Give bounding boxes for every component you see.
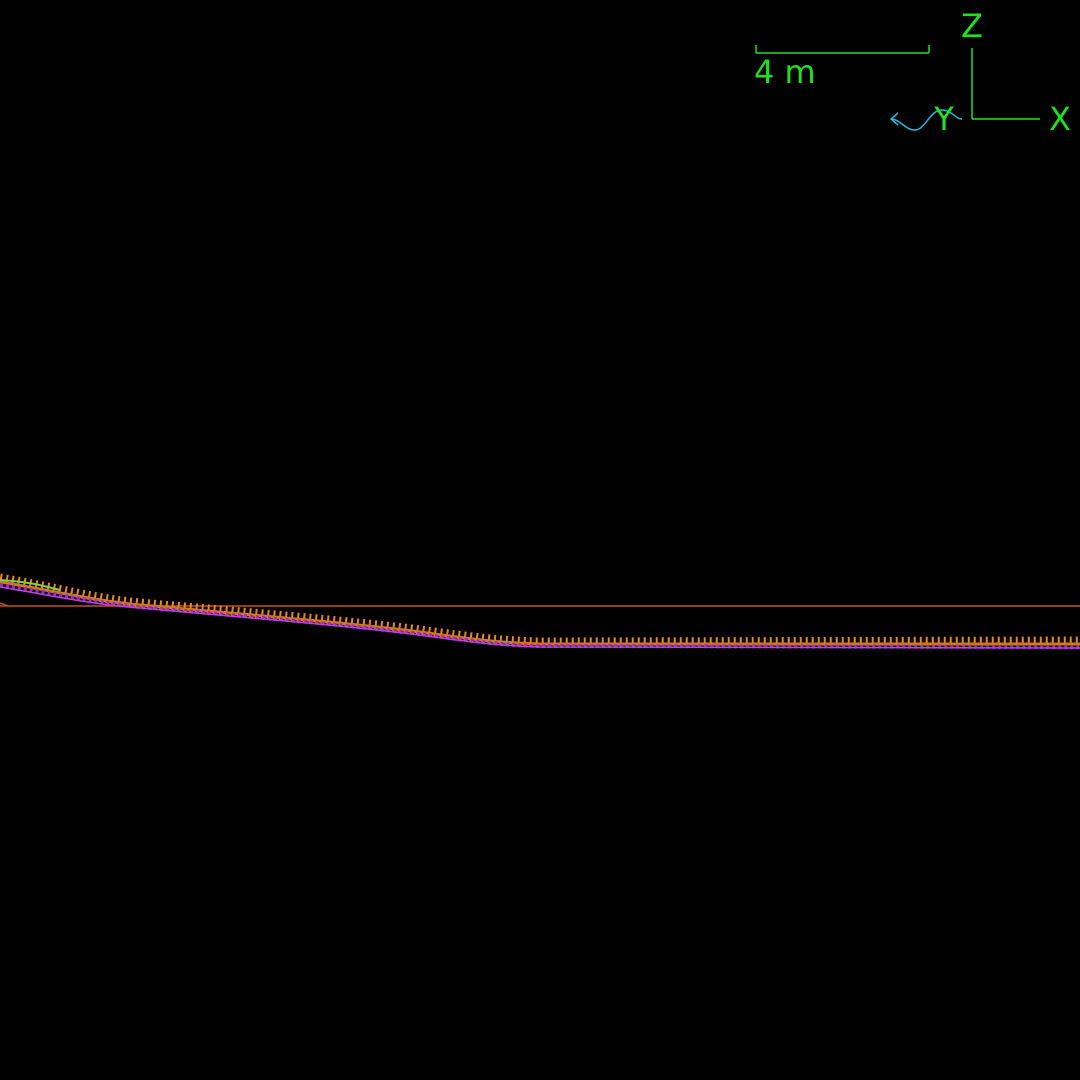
- trajectory-purple: [0, 583, 1080, 649]
- y-axis-label: Y: [933, 100, 954, 138]
- z-axis-label: Z: [961, 7, 983, 45]
- scale-bar: [755, 45, 930, 54]
- axes-gizmo: [971, 48, 1040, 120]
- trajectory: [0, 573, 1080, 649]
- trajectory-green: [0, 579, 61, 591]
- y-axis: [889, 109, 963, 131]
- scale-bar-label: 4 m: [754, 53, 816, 91]
- trajectory-orange-beads: [0, 573, 1080, 647]
- x-axis-label: X: [1049, 100, 1071, 138]
- reference-marker: [0, 602, 9, 607]
- trajectory-magenta: [0, 586, 1080, 649]
